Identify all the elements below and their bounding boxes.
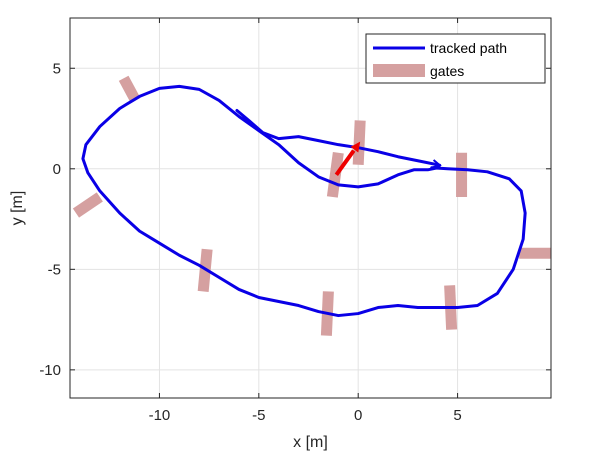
series-line-tracked-path [81,84,527,318]
x-tick-label: 5 [453,407,461,424]
paths-layer [81,84,527,318]
y-tick-label: 5 [53,60,61,77]
heading-arrow-shaft [334,149,356,176]
y-tick-label: -10 [39,362,61,379]
heading-arrow-head [350,141,361,153]
x-axis-label: x [m] [293,434,328,451]
legend: tracked path gates [365,33,546,84]
ticks-layer: -10 -5 0 5 -10 -5 0 5 [39,18,551,424]
y-tick-label: -5 [48,261,61,278]
gate-8 [326,151,344,198]
legend-label-tracked-path: tracked path [430,40,507,56]
plot-frame [69,17,552,399]
y-tick-label: 0 [53,161,61,178]
legend-swatch-gates [373,64,425,77]
x-tick-label: -5 [252,407,265,424]
path-direction-marker [431,159,442,169]
gate-1 [118,75,141,104]
arrow-layer [334,141,361,176]
y-axis-label: y [m] [9,191,26,226]
gate-2 [72,192,103,218]
x-tick-label: -10 [149,407,171,424]
legend-label-gates: gates [430,63,464,79]
x-tick-label: 0 [354,407,362,424]
